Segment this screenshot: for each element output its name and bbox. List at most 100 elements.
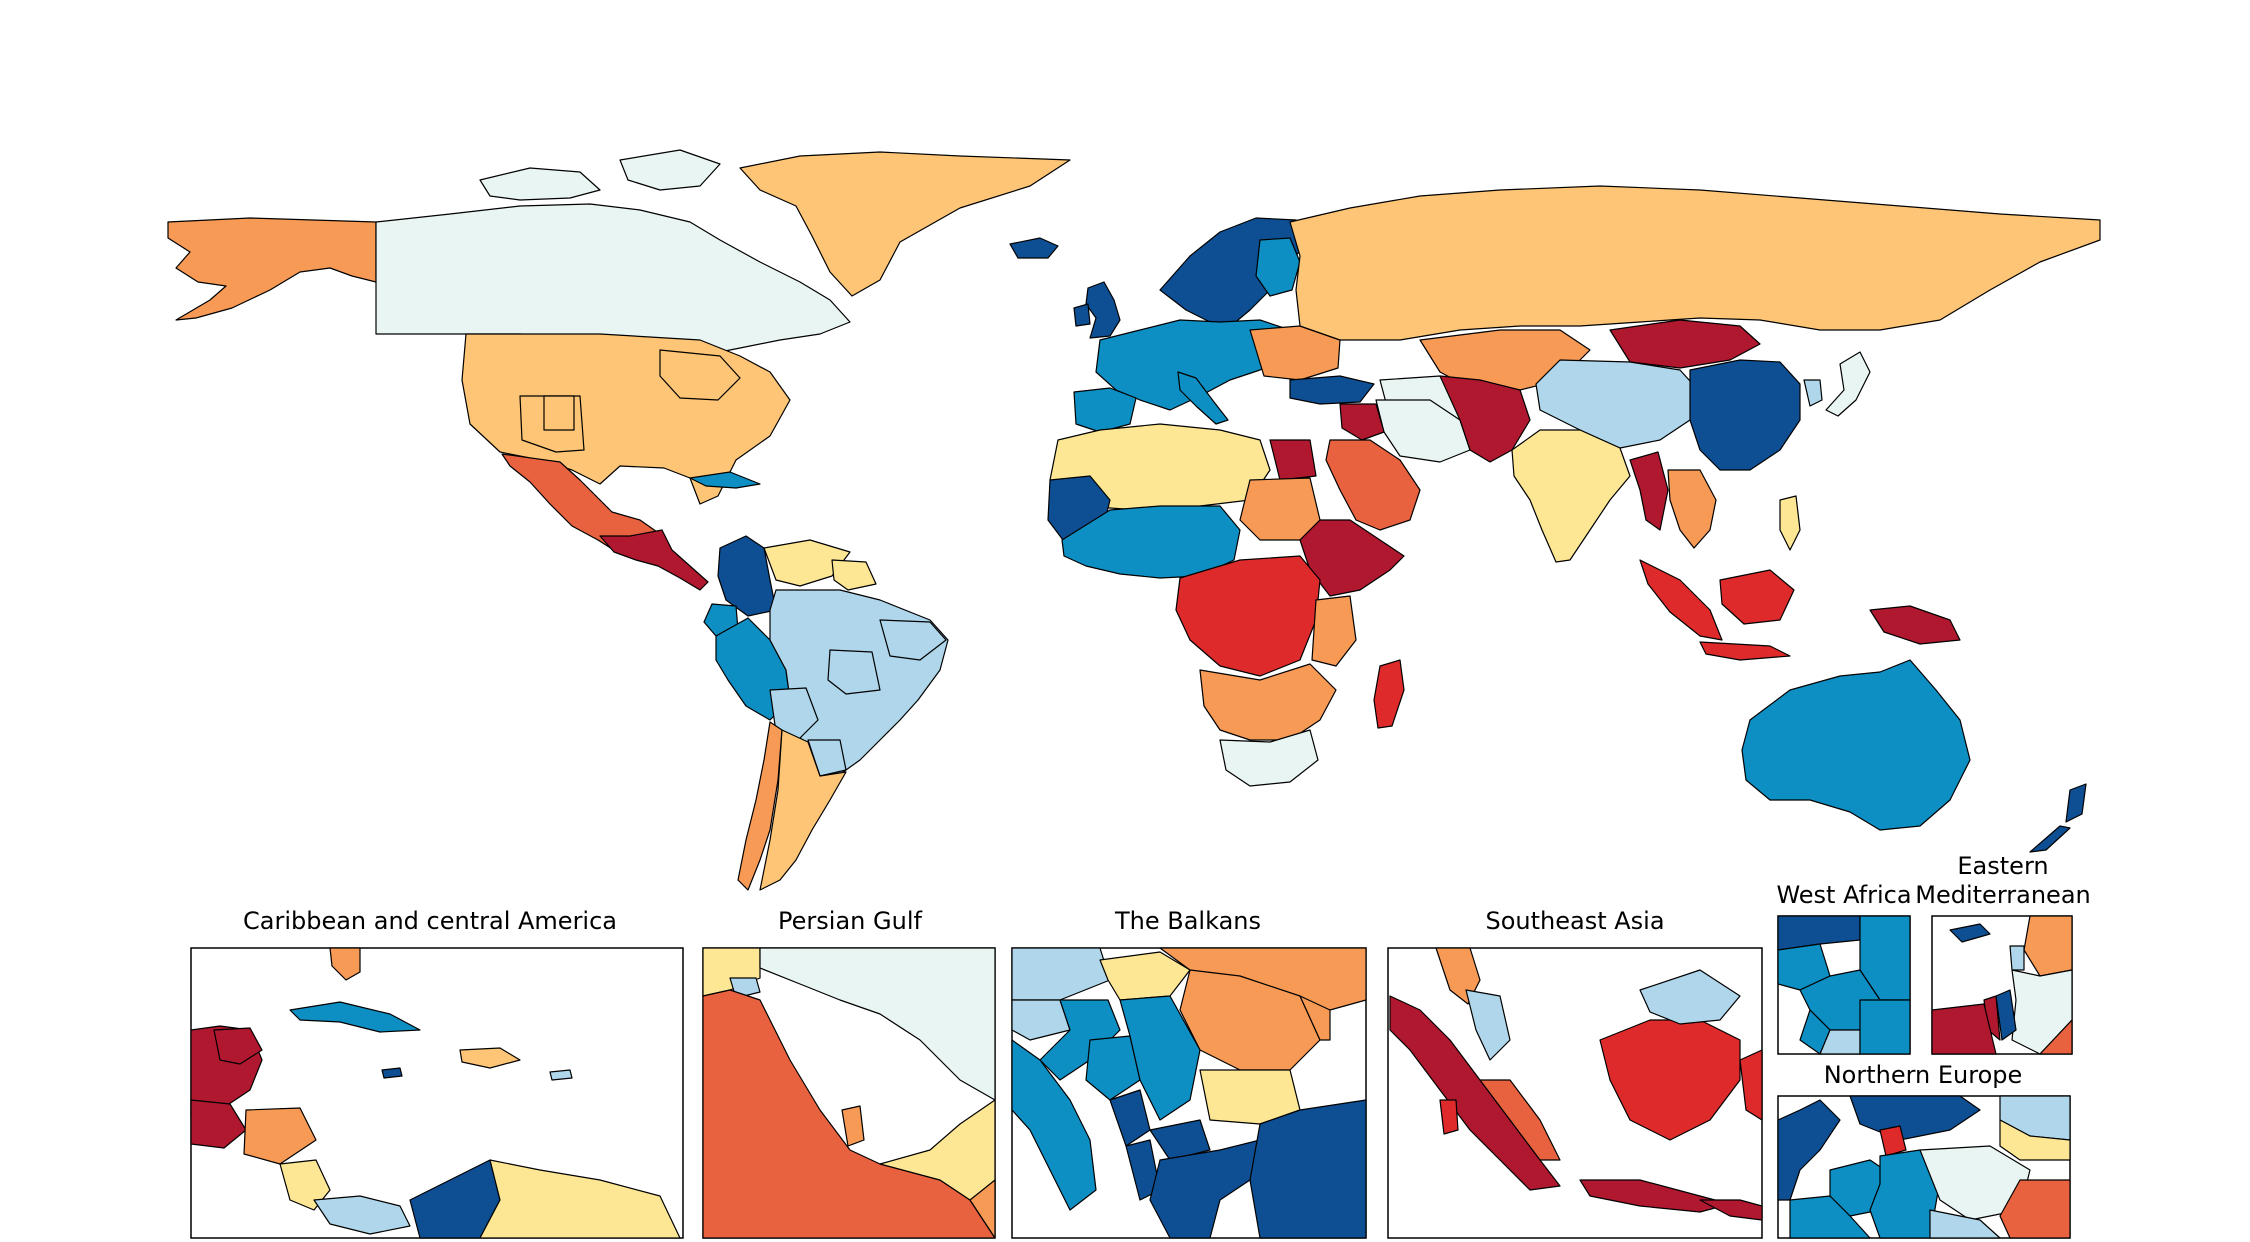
- inset-balkans-macedonia: [1149, 1119, 1211, 1161]
- region-sudan: [1239, 477, 1321, 541]
- inset-ne-france: [1789, 1195, 1871, 1239]
- inset-caribbean-jamaica: [381, 1067, 403, 1079]
- region-brazil-central: [827, 649, 881, 695]
- inset-caribbean-islands: [549, 1069, 573, 1081]
- inset-title-west-africa: West Africa: [1776, 881, 1911, 909]
- inset-title-persian-gulf: Persian Gulf: [778, 907, 922, 935]
- inset-caribbean-panama: [313, 1195, 411, 1235]
- inset-caribbean: Caribbean and central America: [190, 907, 684, 1239]
- inset-caribbean-cuba: [289, 1001, 421, 1033]
- region-egypt: [1269, 439, 1317, 481]
- inset-ne-czech: [1929, 1209, 2001, 1239]
- region-brazil-northeast: [879, 619, 947, 661]
- inset-persian-gulf: Persian Gulf: [702, 907, 996, 1239]
- region-usa-new-mexico: [543, 395, 575, 431]
- region-russia: [1289, 185, 2101, 341]
- inset-wa-cote: [1859, 999, 1911, 1055]
- region-arctic-islands: [479, 167, 601, 201]
- region-iberia: [1073, 387, 1137, 433]
- region-greenland: [739, 151, 1071, 297]
- inset-caribbean-venezuela: [479, 1159, 681, 1239]
- inset-sea-islands: [1439, 1099, 1459, 1135]
- inset-balkans-italy: [1011, 1039, 1097, 1211]
- region-china: [1535, 359, 1701, 449]
- inset-caribbean-guatemala: [190, 1099, 247, 1149]
- region-central-africa: [1175, 555, 1321, 677]
- region-argentina: [759, 729, 847, 891]
- inset-sea-sulawesi: [1739, 1049, 1763, 1121]
- inset-sea-sumatra: [1389, 995, 1561, 1191]
- inset-balkans-austria: [1011, 947, 1111, 1001]
- inset-gulf-oman: [969, 1179, 996, 1239]
- region-ireland: [1073, 303, 1091, 327]
- inset-west-africa: West Africa: [1776, 881, 1912, 1055]
- inset-title-eastern-med-1: Eastern: [1957, 852, 2048, 880]
- inset-northern-europe: Northern Europe: [1777, 1061, 2071, 1239]
- inset-gulf-iran: [759, 947, 996, 1101]
- region-southern-africa: [1199, 663, 1337, 741]
- inset-em-saudi: [2039, 1019, 2073, 1055]
- region-sumatra: [1639, 559, 1723, 641]
- region-japan: [1825, 351, 1871, 417]
- region-korea: [1803, 379, 1823, 407]
- region-italy: [1177, 371, 1229, 425]
- region-java: [1699, 641, 1791, 661]
- inset-em-lebanon: [2009, 945, 2025, 971]
- inset-title-balkans: The Balkans: [1114, 907, 1261, 935]
- inset-em-israel: [1995, 989, 2017, 1041]
- inset-em-cyprus: [1949, 923, 1991, 943]
- inset-ne-ukraine: [1999, 1179, 2071, 1239]
- inset-ne-baltics-2: [1999, 1119, 2071, 1161]
- inset-balkans-slovenia: [1011, 999, 1071, 1041]
- inset-caribbean-honduras: [243, 1107, 317, 1165]
- inset-title-southeast-asia: Southeast Asia: [1485, 907, 1664, 935]
- region-guianas: [831, 559, 877, 591]
- inset-caribbean-florida: [329, 947, 361, 981]
- inset-balkans-bosnia: [1085, 1035, 1141, 1101]
- inset-balkans-turkey: [1249, 1099, 1367, 1239]
- inset-ne-uk: [1777, 1099, 1841, 1201]
- region-east-africa: [1311, 595, 1357, 667]
- region-usa-northeast: [659, 349, 741, 401]
- inset-gulf-saudi: [702, 989, 996, 1239]
- inset-balkans-serbia: [1119, 995, 1201, 1121]
- inset-eastern-mediterranean: Eastern Mediterranean: [1915, 852, 2091, 1055]
- region-central-america: [599, 529, 709, 591]
- inset-sea-sumatra-south: [1479, 1079, 1561, 1161]
- region-madagascar: [1373, 659, 1405, 729]
- inset-sea-malaysia: [1465, 989, 1511, 1061]
- inset-sea-sarawak: [1639, 969, 1741, 1025]
- region-uk: [1085, 281, 1121, 339]
- inset-sea-java-east: [1699, 1199, 1763, 1221]
- inset-balkans: The Balkans: [1011, 907, 1367, 1239]
- inset-title-northern-europe: Northern Europe: [1824, 1061, 2023, 1089]
- inset-title-caribbean: Caribbean and central America: [243, 907, 617, 935]
- inset-panels: Caribbean and central America Persian Gu: [190, 852, 2091, 1239]
- region-new-zealand: [2029, 783, 2087, 853]
- region-cuba: [689, 471, 761, 489]
- inset-ne-denmark: [1879, 1125, 1907, 1157]
- region-myanmar: [1629, 451, 1669, 531]
- inset-gulf-uae: [879, 1099, 996, 1201]
- region-new-guinea: [1869, 605, 1961, 645]
- inset-southeast-asia: Southeast Asia: [1387, 907, 1763, 1239]
- region-south-africa: [1219, 729, 1319, 787]
- inset-caribbean-hispaniola: [459, 1047, 521, 1069]
- inset-caribbean-yucatan-tip: [213, 1027, 263, 1065]
- region-saudi: [1325, 439, 1421, 531]
- inset-balkans-moldova: [1299, 995, 1331, 1041]
- inset-wa-mauritania: [1777, 915, 1861, 951]
- region-horn-africa: [1299, 519, 1405, 597]
- region-finland: [1255, 237, 1301, 297]
- region-arctic-islands-2: [619, 149, 721, 191]
- region-turkey: [1289, 375, 1375, 405]
- world-map: [167, 149, 2101, 891]
- region-venezuela: [763, 539, 851, 587]
- inset-title-eastern-med-2: Mediterranean: [1915, 881, 2090, 909]
- region-borneo: [1719, 569, 1795, 625]
- region-iran: [1375, 399, 1471, 463]
- region-iraq: [1339, 403, 1385, 441]
- region-china-east: [1689, 359, 1801, 471]
- inset-gulf-qatar: [841, 1105, 865, 1147]
- region-iceland: [1009, 237, 1059, 259]
